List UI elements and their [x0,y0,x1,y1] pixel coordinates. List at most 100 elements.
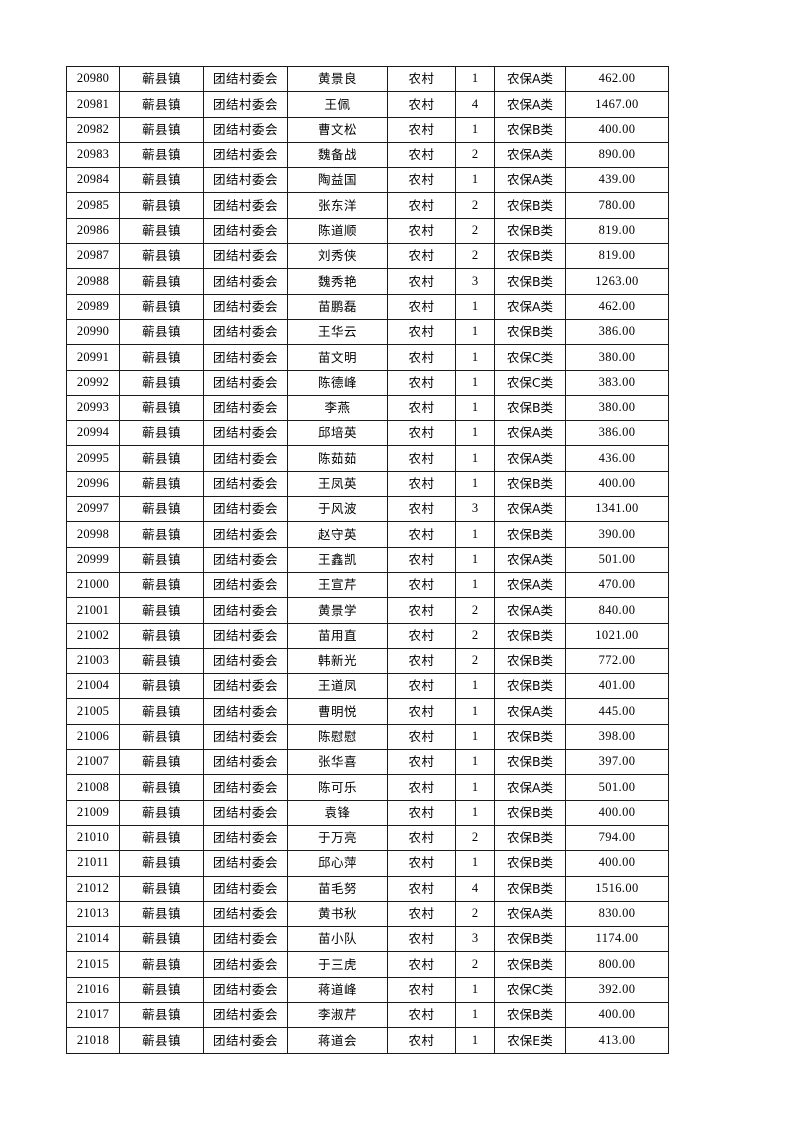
row-count: 2 [455,192,495,219]
row-id: 20986 [66,217,120,245]
table-row: 21009 蕲县镇 团结村委会 袁锋 农村 1 农保B类 400.00 [66,799,669,826]
row-id: 20983 [66,141,120,169]
row-count: 1 [455,749,495,776]
row-town: 蕲县镇 [119,369,204,396]
row-name: 李淑芹 [287,1001,388,1029]
row-name: 苗毛努 [287,875,388,902]
row-name: 张华喜 [287,749,388,776]
table-row: 21016 蕲县镇 团结村委会 蒋道峰 农村 1 农保C类 392.00 [66,976,669,1003]
table-row: 21004 蕲县镇 团结村委会 王道凤 农村 1 农保B类 401.00 [66,673,669,700]
row-category: 农保A类 [494,420,566,447]
row-category: 农保A类 [494,445,566,472]
row-village: 团结村委会 [203,749,288,776]
row-town: 蕲县镇 [119,749,204,776]
row-town: 蕲县镇 [119,521,204,548]
row-amount: 380.00 [565,344,669,371]
table-row: 20990 蕲县镇 团结村委会 王华云 农村 1 农保B类 386.00 [66,318,669,346]
row-village: 团结村委会 [203,243,288,270]
row-count: 2 [455,597,495,624]
row-village: 团结村委会 [203,850,288,877]
table-row: 20986 蕲县镇 团结村委会 陈道顺 农村 2 农保B类 819.00 [66,217,669,245]
row-household-type: 农村 [387,116,456,143]
row-category: 农保B类 [494,951,566,978]
table-row: 21014 蕲县镇 团结村委会 苗小队 农村 3 农保B类 1174.00 [66,926,669,953]
row-household-type: 农村 [387,293,456,320]
row-category: 农保A类 [494,571,566,599]
row-town: 蕲县镇 [119,420,204,447]
row-count: 1 [455,1001,495,1029]
row-village: 团结村委会 [203,774,288,801]
row-amount: 400.00 [565,1001,669,1029]
row-name: 韩新光 [287,647,388,675]
row-amount: 1021.00 [565,622,669,649]
row-name: 于三虎 [287,951,388,978]
row-category: 农保B类 [494,268,566,295]
table-row: 20989 蕲县镇 团结村委会 苗鹏磊 农村 1 农保A类 462.00 [66,293,669,320]
row-town: 蕲县镇 [119,546,204,573]
row-village: 团结村委会 [203,445,288,472]
row-amount: 413.00 [565,1027,669,1054]
row-household-type: 农村 [387,318,456,346]
row-id: 21017 [66,1001,120,1029]
row-id: 21010 [66,824,120,852]
row-amount: 1516.00 [565,875,669,902]
row-name: 黄书秋 [287,900,388,928]
row-count: 2 [455,900,495,928]
row-household-type: 农村 [387,91,456,118]
row-name: 李燕 [287,394,388,422]
row-name: 于万亮 [287,824,388,852]
row-count: 1 [455,318,495,346]
row-category: 农保B类 [494,749,566,776]
row-category: 农保B类 [494,875,566,902]
row-amount: 501.00 [565,546,669,573]
table-row: 21015 蕲县镇 团结村委会 于三虎 农村 2 农保B类 800.00 [66,951,669,978]
beneficiary-table: 20980 蕲县镇 团结村委会 黄景良 农村 1 农保A类 462.00 20981 蕲县镇 团结村… [66,65,669,1054]
row-category: 农保B类 [494,394,566,422]
row-town: 蕲县镇 [119,445,204,472]
row-category: 农保B类 [494,470,566,498]
row-village: 团结村委会 [203,521,288,548]
row-count: 1 [455,976,495,1003]
table-row: 21013 蕲县镇 团结村委会 黄书秋 农村 2 农保A类 830.00 [66,900,669,928]
row-household-type: 农村 [387,1001,456,1029]
row-count: 1 [455,1027,495,1054]
row-id: 20989 [66,293,120,320]
row-name: 王鑫凯 [287,546,388,573]
row-name: 于风波 [287,496,388,523]
row-name: 魏备战 [287,141,388,169]
row-town: 蕲县镇 [119,926,204,953]
table-row: 20984 蕲县镇 团结村委会 陶益国 农村 1 农保A类 439.00 [66,167,669,194]
row-amount: 501.00 [565,774,669,801]
row-count: 1 [455,470,495,498]
row-household-type: 农村 [387,799,456,826]
row-household-type: 农村 [387,445,456,472]
row-village: 团结村委会 [203,875,288,902]
row-id: 20993 [66,394,120,422]
row-name: 陈慰慰 [287,723,388,751]
table-row: 20991 蕲县镇 团结村委会 苗文明 农村 1 农保C类 380.00 [66,344,669,371]
row-count: 1 [455,799,495,826]
row-village: 团结村委会 [203,673,288,700]
row-town: 蕲县镇 [119,344,204,371]
table-row: 21008 蕲县镇 团结村委会 陈可乐 农村 1 农保A类 501.00 [66,774,669,801]
row-category: 农保B类 [494,622,566,649]
row-id: 21015 [66,951,120,978]
table-row: 20988 蕲县镇 团结村委会 魏秀艳 农村 3 农保B类 1263.00 [66,268,669,295]
table-row: 20982 蕲县镇 团结村委会 曹文松 农村 1 农保B类 400.00 [66,116,669,143]
row-amount: 390.00 [565,521,669,548]
row-village: 团结村委会 [203,116,288,143]
row-category: 农保B类 [494,799,566,826]
row-village: 团结村委会 [203,394,288,422]
row-household-type: 农村 [387,1027,456,1054]
row-id: 20999 [66,546,120,573]
row-category: 农保B类 [494,318,566,346]
row-amount: 392.00 [565,976,669,1003]
row-name: 陈茹茹 [287,445,388,472]
row-town: 蕲县镇 [119,394,204,422]
table-row: 20994 蕲县镇 团结村委会 邱培英 农村 1 农保A类 386.00 [66,420,669,447]
row-category: 农保C类 [494,344,566,371]
row-town: 蕲县镇 [119,192,204,219]
row-town: 蕲县镇 [119,496,204,523]
row-name: 王凤英 [287,470,388,498]
row-household-type: 农村 [387,65,456,93]
